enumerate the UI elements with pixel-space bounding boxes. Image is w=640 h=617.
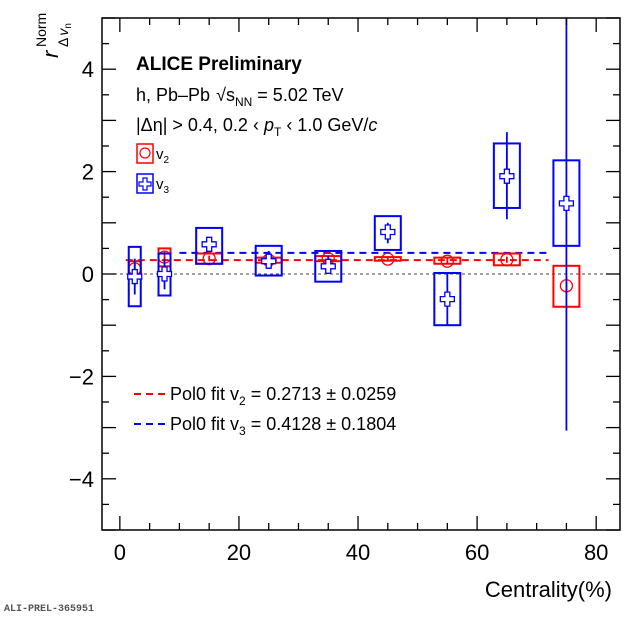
svg-text:r: r [38, 49, 63, 58]
data-point-v2 [381, 252, 395, 266]
legend-v3-box [136, 173, 154, 194]
sys-box [254, 244, 283, 277]
x-tick-label: 0 [114, 540, 126, 565]
data-point-v3 [156, 266, 173, 282]
x-tick-label: 20 [227, 540, 251, 565]
x-tick-label: 40 [346, 540, 370, 565]
chart-title: ALICE Preliminary [136, 54, 302, 75]
legend: v2 v3 [136, 143, 170, 196]
data-point-v3 [499, 168, 515, 184]
annotation-cuts: |Δη| > 0.4, 0.2 ‹ pT ‹ 1.0 GeV/c [136, 115, 377, 139]
svg-text:Norm: Norm [33, 13, 49, 47]
legend-v3-marker [138, 177, 152, 191]
data-point-v3 [380, 224, 396, 240]
data-point-v3 [261, 253, 277, 269]
y-tick-label: 4 [82, 57, 94, 82]
data-point-v3 [320, 258, 336, 274]
data-point-v2 [500, 253, 514, 267]
data-point-v3 [439, 291, 455, 307]
data-point-v2 [440, 254, 454, 268]
annotation-system: h, Pb–Pb √sNN = 5.02 TeV [136, 85, 344, 109]
legend-v2-marker [139, 147, 151, 159]
y-tick-label: −2 [69, 364, 94, 389]
y-tick-label: −4 [69, 467, 94, 492]
sys-box [314, 249, 343, 283]
plot-marks [102, 18, 620, 431]
x-axis-label: Centrality(%) [485, 577, 612, 602]
legend-v2-label: v2 [156, 146, 170, 166]
y-axis-label: r Norm Δvn [33, 13, 74, 58]
x-tick-label: 60 [465, 540, 489, 565]
sys-box [195, 226, 224, 265]
footer-id: ALI-PREL-365951 [4, 604, 94, 615]
svg-text:Δvn: Δvn [55, 23, 74, 47]
y-tick-label: 2 [82, 160, 94, 185]
x-tick-label: 80 [584, 540, 608, 565]
data-point-v3 [201, 236, 217, 252]
y-tick-label: 0 [82, 262, 94, 287]
fit-legend: Pol0 fit v2 = 0.2713 ± 0.0259 Pol0 fit v… [134, 384, 396, 438]
axis-ticks: 0 20 40 60 80 −4 −2 0 2 4 [69, 17, 620, 565]
fit-v3-label: Pol0 fit v3 = 0.4128 ± 0.1804 [170, 414, 396, 438]
fit-v2-label: Pol0 fit v2 = 0.2713 ± 0.0259 [170, 384, 396, 408]
legend-v2-box [136, 143, 154, 164]
sys-box [373, 215, 402, 251]
sys-box [433, 256, 462, 265]
legend-v3-label: v3 [156, 176, 170, 196]
data-point-v3 [558, 195, 575, 211]
data-point-v3 [127, 268, 143, 285]
